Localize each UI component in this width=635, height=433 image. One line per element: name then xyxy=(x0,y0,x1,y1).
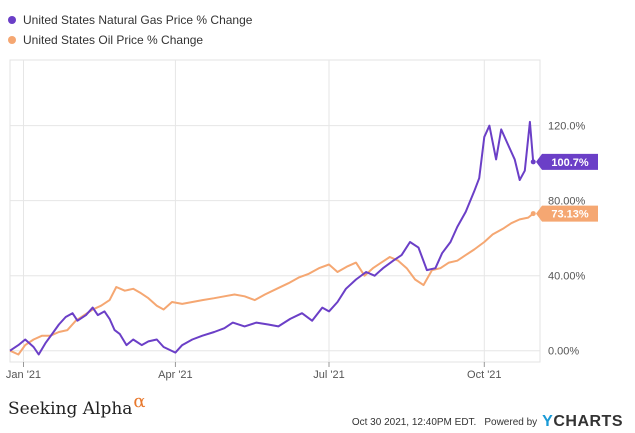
legend-label-gas: United States Natural Gas Price % Change xyxy=(23,13,253,27)
legend-swatch-oil xyxy=(8,36,16,44)
series-line-natural-gas xyxy=(9,120,535,356)
end-value-label: 100.7% xyxy=(551,157,589,169)
ycharts-logo-y: Y xyxy=(542,413,554,430)
series-end-point xyxy=(530,159,536,165)
ycharts-logo-text: CHARTS xyxy=(553,413,623,430)
x-tick-label: Apr '21 xyxy=(158,369,193,381)
chart-legend: United States Natural Gas Price % Change… xyxy=(8,10,252,50)
chart-footer: Oct 30 2021, 12:40PM EDT. Powered by YCH… xyxy=(352,413,623,431)
end-value-tag xyxy=(536,205,598,222)
legend-item-oil[interactable]: United States Oil Price % Change xyxy=(8,30,252,50)
alpha-symbol: α xyxy=(133,391,146,412)
x-tick-label: Jul '21 xyxy=(313,369,344,381)
ycharts-logo[interactable]: YCHARTS xyxy=(542,413,623,431)
y-tick-label: 0.00% xyxy=(548,346,579,358)
y-tick-label: 80.00% xyxy=(548,196,586,208)
legend-label-oil: United States Oil Price % Change xyxy=(23,33,204,47)
seeking-alpha-logo: Seeking Alphaα xyxy=(8,391,146,419)
seeking-alpha-wordmark: Seeking Alpha xyxy=(8,399,133,419)
plot-area-border xyxy=(9,59,541,363)
end-value-tag xyxy=(536,153,598,170)
end-value-label: 73.13% xyxy=(551,209,589,221)
timestamp: Oct 30 2021, 12:40PM EDT. xyxy=(351,416,477,428)
line-chart: 0.00% 40.00% 80.00% 120.0% Jan '21 Apr '21 Jul… xyxy=(6,59,598,381)
powered-by-label: Powered by xyxy=(484,416,538,428)
legend-swatch-gas xyxy=(8,16,16,24)
y-tick-label: 120.0% xyxy=(548,121,586,133)
y-tick-label: 40.00% xyxy=(548,271,586,283)
x-tick-label: Jan '21 xyxy=(6,369,41,381)
legend-item-gas[interactable]: United States Natural Gas Price % Change xyxy=(8,10,252,30)
series-end-point xyxy=(530,211,536,217)
x-tick-label: Oct '21 xyxy=(467,369,502,381)
